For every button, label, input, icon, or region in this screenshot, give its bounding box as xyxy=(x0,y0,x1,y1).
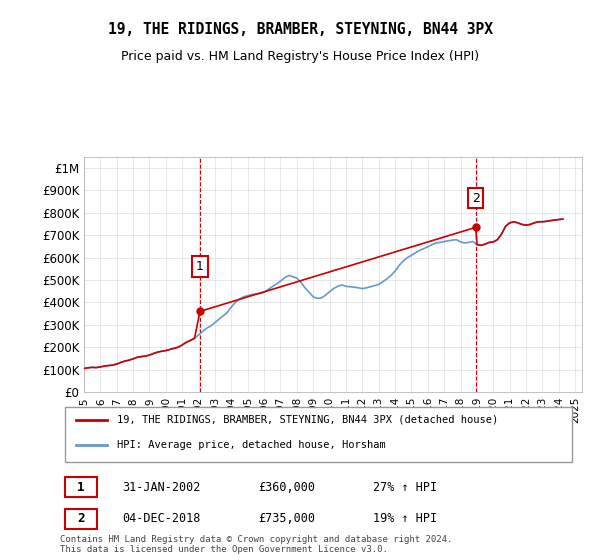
Text: 19, THE RIDINGS, BRAMBER, STEYNING, BN44 3PX: 19, THE RIDINGS, BRAMBER, STEYNING, BN44… xyxy=(107,22,493,38)
Text: Price paid vs. HM Land Registry's House Price Index (HPI): Price paid vs. HM Land Registry's House … xyxy=(121,50,479,63)
Text: 2: 2 xyxy=(77,512,85,525)
Text: 2: 2 xyxy=(472,192,479,205)
Text: HPI: Average price, detached house, Horsham: HPI: Average price, detached house, Hors… xyxy=(118,440,386,450)
Text: £360,000: £360,000 xyxy=(259,480,316,494)
Text: 31-JAN-2002: 31-JAN-2002 xyxy=(122,480,201,494)
Text: 27% ↑ HPI: 27% ↑ HPI xyxy=(373,480,437,494)
FancyBboxPatch shape xyxy=(65,508,97,529)
Text: 19, THE RIDINGS, BRAMBER, STEYNING, BN44 3PX (detached house): 19, THE RIDINGS, BRAMBER, STEYNING, BN44… xyxy=(118,415,499,425)
Text: Contains HM Land Registry data © Crown copyright and database right 2024.
This d: Contains HM Land Registry data © Crown c… xyxy=(60,535,452,554)
FancyBboxPatch shape xyxy=(65,407,572,462)
Text: 04-DEC-2018: 04-DEC-2018 xyxy=(122,512,201,525)
Text: £735,000: £735,000 xyxy=(259,512,316,525)
Text: 1: 1 xyxy=(196,260,204,273)
Text: 19% ↑ HPI: 19% ↑ HPI xyxy=(373,512,437,525)
Text: 1: 1 xyxy=(77,480,85,494)
FancyBboxPatch shape xyxy=(65,477,97,497)
